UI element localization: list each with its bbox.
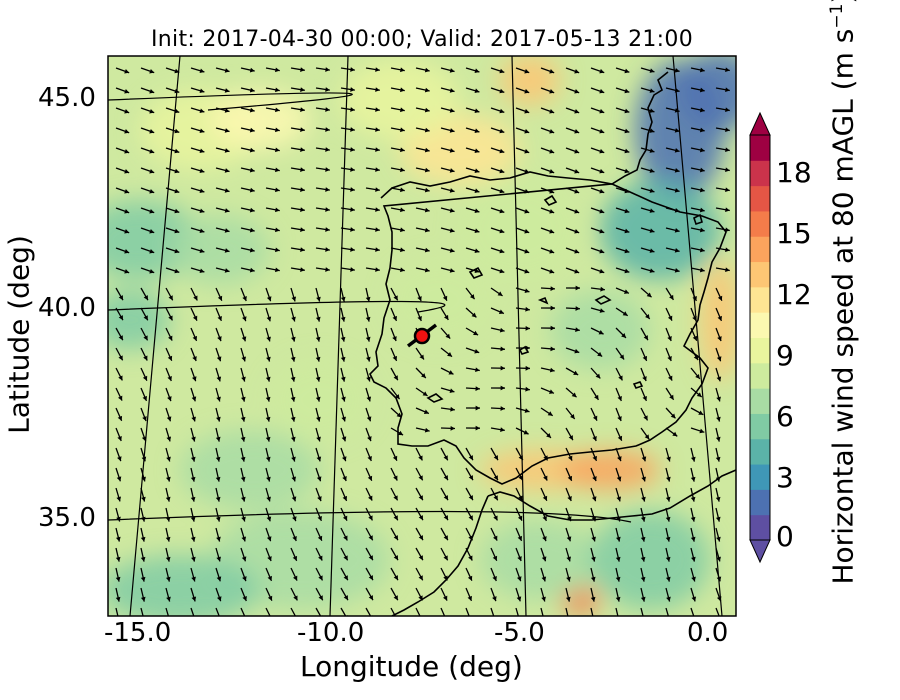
- colorbar-segment: [750, 514, 770, 541]
- colorbar-segment: [750, 337, 770, 364]
- colorbar-tick-label: 12: [776, 278, 812, 311]
- colorbar-segment: [750, 210, 770, 237]
- x-tick-label: -5.0: [494, 618, 545, 648]
- colorbar-frame: [749, 134, 771, 541]
- colorbar-tick-label: 0: [776, 520, 794, 553]
- graticule: [108, 56, 723, 616]
- y-axis-label: Latitude (deg): [2, 235, 36, 434]
- colorbar-segment: [750, 185, 770, 212]
- y-tick-label: 35.0: [38, 503, 96, 533]
- x-axis-label: Longitude (deg): [300, 650, 523, 683]
- y-tick-label: 45.0: [38, 83, 96, 113]
- colorbar-segment: [750, 362, 770, 389]
- colorbar-segment: [750, 236, 770, 263]
- colorbar-segment: [750, 286, 770, 313]
- x-tick-label: -10.0: [297, 618, 365, 648]
- colorbar-segment: [750, 388, 770, 414]
- colorbar-segment: [750, 312, 770, 338]
- colorbar-max-extension: [749, 111, 771, 136]
- colorbar-tick-label: 9: [776, 339, 794, 372]
- colorbar-min-extension: [749, 539, 771, 564]
- x-tick-label: 0.0: [687, 618, 729, 648]
- x-tick-label: -15.0: [104, 618, 172, 648]
- map-frame: [107, 55, 737, 617]
- colorbar-label: Horizontal wind speed at 80 mAGL (m s−1): [826, 0, 860, 585]
- colorbar-segment: [750, 438, 770, 465]
- site-marker-dot: [413, 327, 431, 345]
- colorbar-segment: [750, 261, 770, 288]
- site-marker: [406, 323, 438, 348]
- colorbar-tick-label: 15: [776, 217, 812, 250]
- colorbar-segment: [750, 489, 770, 516]
- colorbar-tick-label: 3: [776, 461, 794, 494]
- wind-speed-field: [108, 56, 736, 616]
- colorbar-tick-label: 18: [776, 156, 812, 189]
- colorbar-segment: [750, 135, 770, 161]
- y-tick-label: 40.0: [38, 293, 96, 323]
- colorbar: [749, 111, 771, 564]
- colorbar-segment: [750, 160, 770, 187]
- colorbar-segment: [750, 413, 770, 440]
- wind-vector-field: [115, 67, 730, 616]
- colorbar-tick-label: 6: [776, 400, 794, 433]
- map-title: Init: 2017-04-30 00:00; Valid: 2017-05-1…: [151, 27, 693, 52]
- colorbar-segment: [750, 464, 770, 490]
- coastline: [369, 71, 736, 616]
